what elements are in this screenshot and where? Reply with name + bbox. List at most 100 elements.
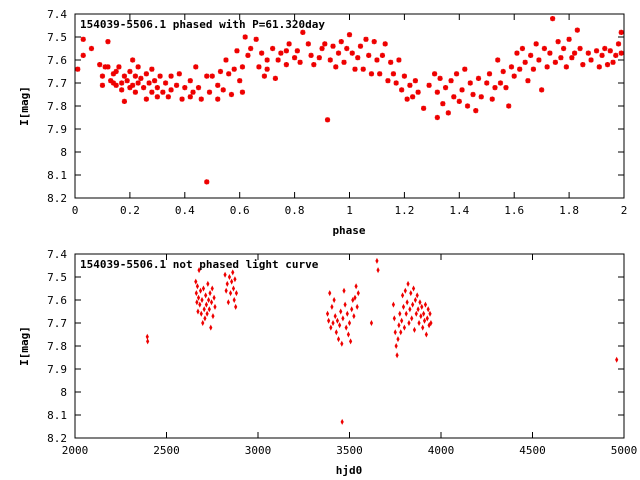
data-point xyxy=(470,91,476,98)
data-point xyxy=(346,32,353,38)
data-point xyxy=(116,64,122,70)
data-point xyxy=(615,356,619,363)
data-point xyxy=(213,303,217,310)
unphased-data-points xyxy=(145,257,619,425)
data-point xyxy=(356,290,360,297)
data-point xyxy=(209,73,215,79)
data-point xyxy=(484,80,490,86)
data-point xyxy=(401,73,407,79)
data-point xyxy=(204,292,208,299)
data-point xyxy=(506,103,512,109)
phased-x-tick-label: 0.4 xyxy=(175,204,195,217)
data-point xyxy=(201,285,206,292)
data-point xyxy=(563,64,569,70)
data-point xyxy=(426,306,430,313)
phased-y-axis-label: I[mag] xyxy=(18,86,31,126)
data-point xyxy=(353,294,357,301)
data-point xyxy=(187,94,193,100)
data-point xyxy=(340,418,344,425)
data-point xyxy=(503,85,509,91)
unphased-y-tick-label: 7.6 xyxy=(47,294,67,307)
data-point xyxy=(541,45,547,52)
data-point xyxy=(99,82,106,88)
unphased-y-axis-label: I[mag] xyxy=(18,326,31,366)
data-point xyxy=(176,71,182,77)
data-point xyxy=(297,59,303,65)
data-point xyxy=(352,313,356,320)
data-point xyxy=(475,75,482,81)
data-point xyxy=(341,315,345,322)
data-point xyxy=(193,64,199,70)
data-point xyxy=(231,269,235,276)
data-point xyxy=(224,287,228,294)
data-point xyxy=(577,45,583,52)
phased-x-tick-label: 2 xyxy=(621,204,628,217)
data-point xyxy=(331,320,335,326)
data-point xyxy=(168,87,174,93)
phased-x-tick-label: 0.8 xyxy=(285,204,305,217)
data-point xyxy=(462,66,468,72)
data-point xyxy=(272,75,278,81)
unphased-chart: 2000 2500 3000 3500 4000 4500 5000 7.47.57.67.… xyxy=(18,248,637,477)
unphased-y-tick-label: 7.7 xyxy=(47,317,67,330)
data-point xyxy=(425,315,429,322)
phased-y-tick-label: 7.7 xyxy=(47,77,67,90)
data-point xyxy=(426,82,432,88)
data-point xyxy=(215,96,221,102)
data-point xyxy=(195,299,199,306)
data-point xyxy=(209,299,214,306)
data-point xyxy=(413,297,417,303)
data-point xyxy=(417,320,421,326)
data-point xyxy=(201,320,205,326)
data-point xyxy=(182,85,188,91)
data-point xyxy=(204,179,210,185)
data-point xyxy=(400,292,405,299)
data-point xyxy=(448,78,454,84)
data-point xyxy=(574,27,580,33)
data-point xyxy=(416,306,420,313)
data-point xyxy=(393,80,399,86)
data-point xyxy=(533,41,539,47)
data-point xyxy=(555,39,561,45)
data-point xyxy=(160,89,166,95)
data-point xyxy=(138,75,144,81)
data-point xyxy=(398,310,402,317)
data-point xyxy=(618,50,624,56)
data-point xyxy=(473,108,479,114)
unphased-x-tick-label: 2000 xyxy=(62,444,89,457)
data-point xyxy=(127,68,133,75)
data-point xyxy=(199,310,203,317)
phased-x-tick-label: 0.6 xyxy=(230,204,250,217)
data-point xyxy=(204,73,210,79)
data-point xyxy=(311,62,317,68)
data-point xyxy=(154,94,160,100)
data-point xyxy=(149,66,155,72)
data-point xyxy=(422,310,426,317)
data-point xyxy=(197,267,201,274)
data-point xyxy=(396,336,400,343)
data-point xyxy=(300,29,306,35)
data-point xyxy=(422,317,427,324)
data-point xyxy=(330,303,334,310)
data-point xyxy=(242,34,248,40)
data-point xyxy=(168,73,174,79)
data-point xyxy=(237,78,243,84)
data-point xyxy=(230,278,234,285)
data-point xyxy=(145,333,149,340)
data-point xyxy=(613,52,619,58)
data-point xyxy=(234,290,239,297)
data-point xyxy=(220,87,226,93)
phased-y-tick-label: 8.1 xyxy=(47,169,67,182)
data-point xyxy=(335,50,342,56)
data-point xyxy=(196,294,201,301)
data-point xyxy=(194,278,198,285)
data-point xyxy=(105,39,111,45)
phased-x-tick-label: 0.2 xyxy=(120,204,140,217)
data-point xyxy=(110,80,117,86)
data-point xyxy=(225,280,229,287)
data-point xyxy=(234,48,240,54)
data-point xyxy=(411,301,415,308)
data-point xyxy=(467,80,473,86)
data-point xyxy=(344,45,350,52)
data-point xyxy=(165,94,171,100)
